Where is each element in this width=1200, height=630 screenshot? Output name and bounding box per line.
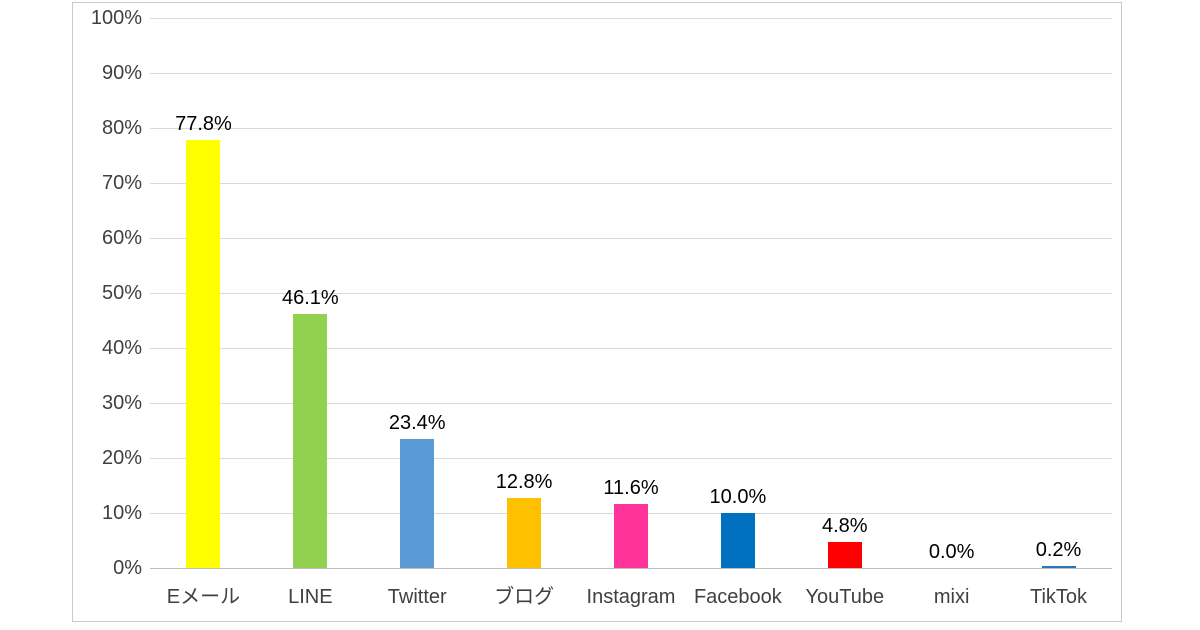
data-label: 10.0% xyxy=(709,486,767,508)
gridline xyxy=(150,237,1112,239)
y-axis-tick-label: 50% xyxy=(101,282,142,304)
data-label: 0.0% xyxy=(928,541,975,563)
y-axis-tick-label: 40% xyxy=(101,337,142,359)
category-label: Twitter xyxy=(387,586,447,608)
data-label: 0.2% xyxy=(1035,539,1082,561)
data-label: 4.8% xyxy=(821,514,868,537)
y-axis-tick-label: 10% xyxy=(101,502,142,524)
category-label: ブログ xyxy=(494,586,555,608)
category-label: Eメール xyxy=(166,586,241,608)
category-label: Facebook xyxy=(693,586,782,608)
y-axis-tick-label: 30% xyxy=(101,392,142,414)
y-axis-tick-label: 70% xyxy=(101,172,142,194)
y-axis-tick-label: 90% xyxy=(101,62,142,84)
category-label: YouTube xyxy=(805,586,885,608)
y-axis-tick-label: 60% xyxy=(101,227,142,249)
gridline xyxy=(150,347,1112,349)
gridline xyxy=(150,457,1112,459)
category-label: Instagram xyxy=(586,586,676,608)
chart-frame xyxy=(72,2,1122,622)
bar-YouTube xyxy=(827,541,862,568)
gridline xyxy=(150,402,1112,404)
y-axis-tick-label: 100% xyxy=(90,7,142,29)
data-label: 11.6% xyxy=(603,477,659,500)
bar-Facebook xyxy=(720,513,755,568)
bar-Eメール xyxy=(186,140,221,568)
x-axis-line xyxy=(150,567,1112,569)
gridline xyxy=(150,127,1112,129)
data-label: 23.4% xyxy=(388,412,446,435)
gridline xyxy=(150,182,1112,184)
gridline xyxy=(150,292,1112,294)
category-label: TikTok xyxy=(1030,586,1088,608)
y-axis-tick-label: 80% xyxy=(101,117,142,139)
y-axis-tick-label: 0% xyxy=(113,557,142,579)
gridline xyxy=(150,17,1112,19)
category-label: mixi xyxy=(933,586,970,608)
category-label: LINE xyxy=(288,586,333,608)
data-label: 12.8% xyxy=(495,470,553,493)
data-label: 46.1% xyxy=(281,287,339,310)
bar-Instagram xyxy=(614,504,648,568)
bar-LINE xyxy=(293,314,328,568)
bar-Twitter xyxy=(400,439,435,568)
bar-ブログ xyxy=(507,497,542,568)
bar-TikTok xyxy=(1041,566,1076,568)
gridline xyxy=(150,72,1112,74)
y-axis-tick-label: 20% xyxy=(101,447,142,469)
data-label: 77.8% xyxy=(175,113,232,136)
